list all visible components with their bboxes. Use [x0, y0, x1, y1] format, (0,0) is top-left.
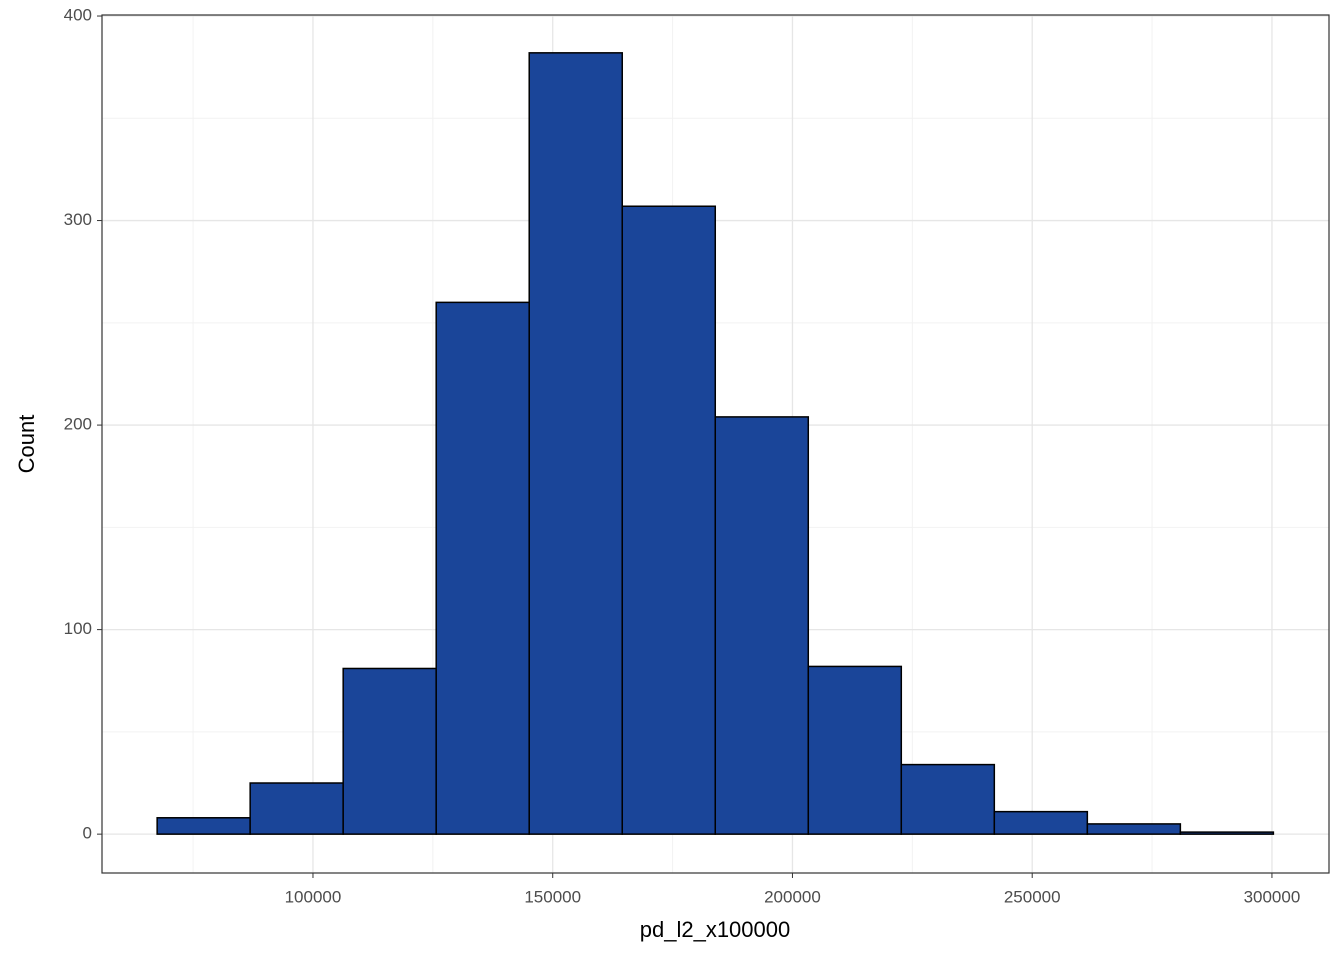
y-axis-title: Count: [14, 415, 39, 474]
x-tick-label: 250000: [1004, 887, 1061, 906]
x-tick-label: 200000: [764, 887, 821, 906]
bar: [435, 301, 530, 835]
y-tick-label: 400: [64, 6, 92, 25]
y-tick-label: 0: [83, 824, 92, 843]
y-tick-label: 300: [64, 210, 92, 229]
x-tick-label: 300000: [1244, 887, 1301, 906]
bar: [1086, 823, 1182, 835]
bar: [528, 52, 623, 835]
x-tick-label: 150000: [524, 887, 581, 906]
bar: [621, 205, 717, 835]
bar: [249, 782, 344, 835]
y-tick-label: 200: [64, 415, 92, 434]
bar: [993, 810, 1089, 835]
bar: [342, 667, 437, 835]
bar: [807, 665, 903, 835]
y-tick-label: 100: [64, 619, 92, 638]
bar: [1179, 831, 1275, 835]
x-axis-title: pd_l2_x100000: [640, 917, 790, 942]
bar: [900, 763, 996, 835]
bar: [156, 817, 251, 835]
bar: [714, 416, 810, 835]
panel-border: [101, 14, 1330, 874]
x-tick-label: 100000: [285, 887, 342, 906]
